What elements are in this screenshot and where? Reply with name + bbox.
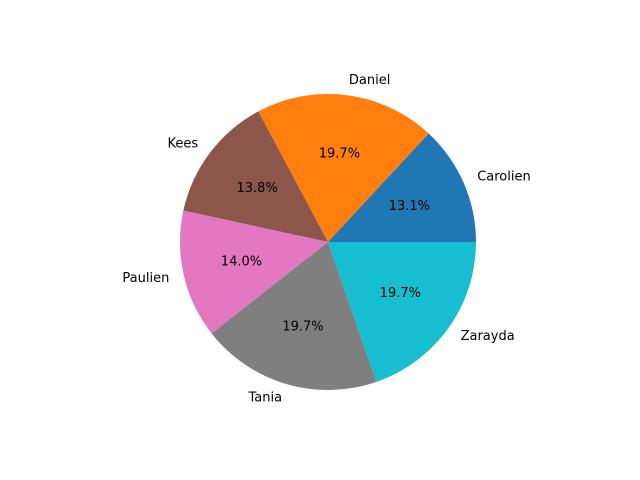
slice-label-daniel: Daniel: [349, 73, 390, 88]
pie-slices: [179, 94, 476, 390]
slice-percent-tania: 19.7%: [282, 320, 323, 335]
pie-slice-zarayda: [328, 242, 476, 382]
slice-percent-kees: 13.8%: [237, 181, 278, 196]
slice-label-paulien: Paulien: [122, 271, 169, 286]
pie-slice-paulien: [179, 210, 328, 334]
slice-label-zarayda: Zarayda: [461, 329, 515, 344]
slice-label-kees: Kees: [167, 136, 198, 151]
pie-labels: Carolien 13.1% Daniel 19.7% Kees 13.8% Paulien…: [122, 73, 530, 406]
slice-percent-carolien: 13.1%: [389, 199, 430, 214]
slice-label-carolien: Carolien: [477, 169, 531, 184]
slice-percent-paulien: 14.0%: [221, 254, 262, 269]
pie-slice-daniel: [258, 94, 429, 243]
pie-slice-tania: [211, 242, 377, 390]
pie-slice-carolien: [328, 133, 476, 242]
slice-label-tania: Tania: [248, 391, 283, 406]
slice-percent-zarayda: 19.7%: [380, 286, 421, 301]
slice-percent-daniel: 19.7%: [319, 146, 360, 161]
pie-slice-kees: [183, 111, 328, 242]
